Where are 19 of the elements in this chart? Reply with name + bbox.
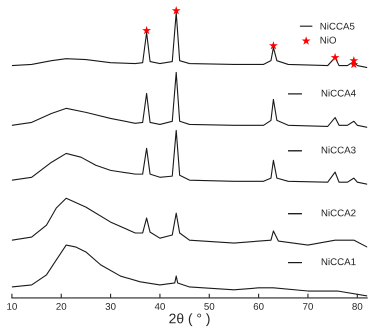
point [330,52,340,62]
x-tick-label: 80 [352,303,362,310]
legend-label: NiCCA2 [322,209,356,216]
x-tick-label: 50 [204,303,214,310]
legend-label: NiO [320,36,336,44]
x-tick-label: 40 [154,303,165,310]
legend-label: NiCCA5 [320,22,354,30]
point [268,41,278,50]
legend-label: NiCCA1 [322,258,356,266]
x-tick-label: 30 [106,303,116,310]
x-tick-label: 60 [254,303,264,310]
legend-label: NiCCA3 [322,146,356,154]
point [172,6,181,14]
x-tick-label: 20 [56,303,66,310]
x-axis-title: 2θ ( ° ) [169,313,210,326]
x-tick-label: 70 [303,303,313,310]
point [142,26,152,34]
legend-label: NiCCA4 [322,89,356,97]
x-tick-label: 10 [7,303,17,310]
